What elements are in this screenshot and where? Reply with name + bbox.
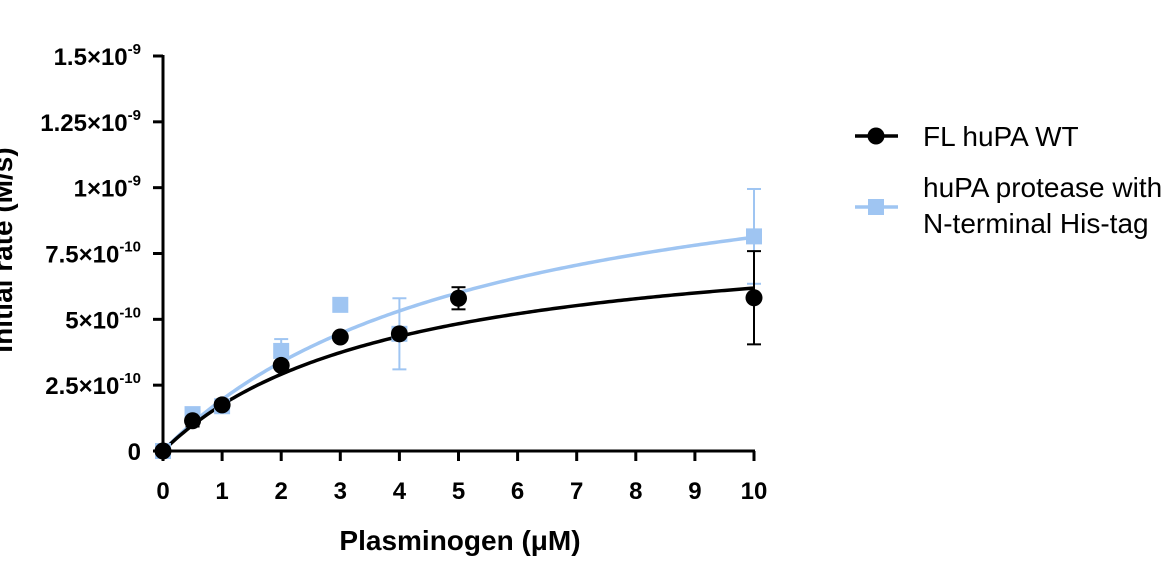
x-tick-label: 8 [629,478,642,505]
x-tick-label: 3 [334,478,347,505]
data-point-circle [745,289,763,307]
x-tick-label: 1 [215,478,228,505]
legend-marker-square [868,199,884,215]
y-axis-label: Initial rate (M/s) [0,147,18,352]
axes [161,55,755,453]
y-tick-label: 2.5×10-10 [45,370,141,400]
x-tick-label: 2 [275,478,288,505]
legend-label: FL huPA WT [923,121,1079,152]
legend-label: N-terminal His-tag [923,208,1149,239]
x-tick-label: 0 [156,478,169,505]
data-point-square [332,296,349,313]
data-point-circle [450,289,467,307]
x-tick-label: 9 [688,478,701,505]
data-point-circle [272,356,290,374]
data-points [154,228,763,460]
data-point-circle [213,396,231,414]
x-tick-label: 10 [741,478,768,505]
y-tick-label: 1.25×10-9 [40,107,141,137]
fit-curve [161,286,755,453]
y-tick-label: 7.5×10-10 [45,239,141,269]
fit-curve [161,235,755,453]
x-tick-label: 7 [570,478,583,505]
legend-marker-circle [867,127,885,145]
legend: FL huPA WT huPA protease with N-terminal H… [855,121,1162,239]
data-point-circle [331,328,349,346]
data-point-circle [390,325,408,343]
y-tick-label: 1.5×10-9 [54,41,141,71]
error-bars [185,187,761,428]
y-ticks: 0 2.5×10-10 5×10-10 7.5×10-10 1×10-9 1.25×10-… [40,41,163,466]
data-point-square [746,228,762,245]
data-point-square [273,342,290,359]
y-tick-label: 5×10-10 [65,304,141,334]
x-tick-label: 4 [393,478,407,505]
x-ticks: 0 1 2 3 4 5 6 7 8 9 10 [156,451,767,505]
y-tick-label: 1×10-9 [74,173,141,203]
x-tick-label: 5 [452,478,465,505]
x-tick-label: 6 [511,478,524,505]
data-point-circle [184,412,202,430]
data-point-circle [154,442,172,460]
x-axis-label: Plasminogen (μM) [339,525,580,556]
fit-curves [161,235,755,453]
y-tick-label: 0 [128,439,141,466]
legend-label: huPA protease with [923,172,1162,203]
